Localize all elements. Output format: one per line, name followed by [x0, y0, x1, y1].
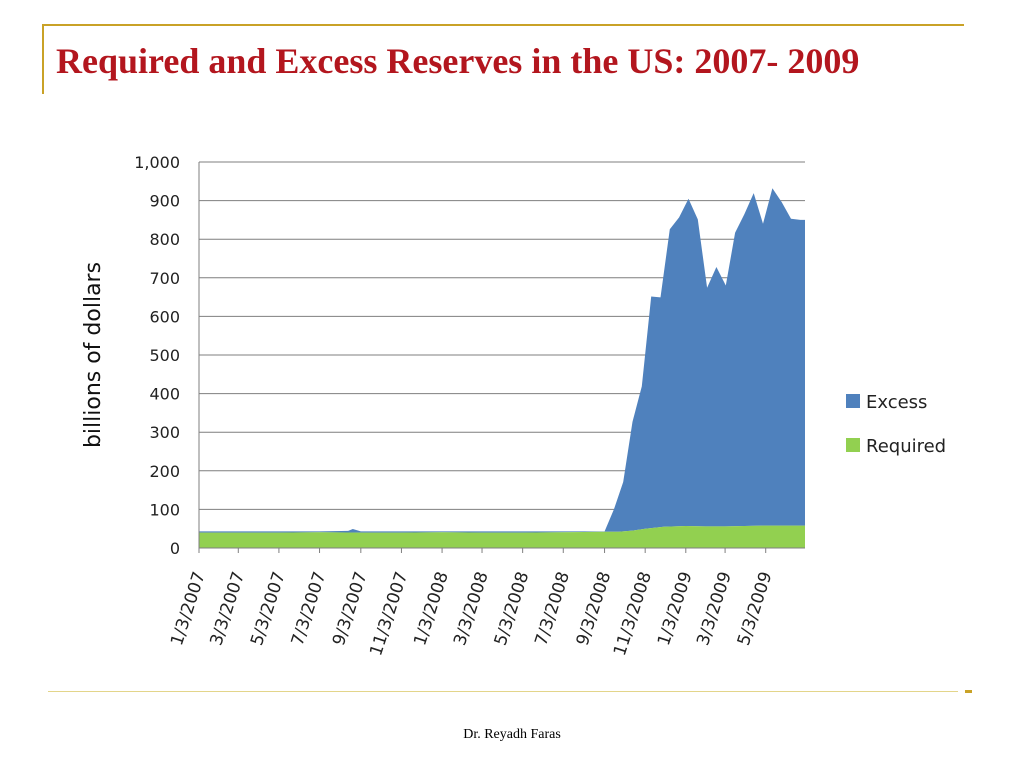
y-tick-label: 500 — [149, 346, 180, 365]
reserves-chart: 0 100 200 300 400 500 600 700 800 900 1,000 1/3/20… — [81, 153, 946, 658]
y-tick-label: 300 — [149, 423, 180, 442]
legend-swatch-required — [846, 438, 860, 452]
footer-rule-accent — [965, 690, 972, 693]
y-tick-label: 1,000 — [134, 153, 180, 172]
x-tick-label: 5/3/2009 — [734, 569, 777, 648]
x-tick-label: 3/3/2007 — [206, 569, 249, 648]
title-frame-top-rule — [42, 24, 964, 26]
title-frame-left-rule — [42, 24, 44, 94]
chart-areas — [199, 188, 805, 548]
x-tick-label: 11/3/2007 — [366, 569, 412, 658]
y-tick-label: 700 — [149, 269, 180, 288]
y-tick-label: 800 — [149, 230, 180, 249]
x-tick-label: 5/3/2007 — [247, 569, 290, 648]
footer-rule — [48, 691, 958, 692]
slide-title: Required and Excess Reserves in the US: … — [56, 41, 860, 81]
x-tick-label: 1/3/2009 — [654, 569, 697, 648]
series-required-area — [199, 525, 805, 548]
x-tick-label: 5/3/2008 — [491, 569, 534, 648]
y-tick-label: 400 — [149, 385, 180, 404]
y-axis-label: billions of dollars — [81, 262, 106, 448]
series-excess-area — [199, 188, 805, 533]
x-tick-label: 1/3/2007 — [167, 569, 210, 648]
footer-author: Dr. Reyadh Faras — [463, 727, 561, 742]
x-tick-label: 1/3/2008 — [410, 569, 453, 648]
y-tick-label: 200 — [149, 462, 180, 481]
x-tick-label: 9/3/2007 — [329, 569, 372, 648]
y-tick-label: 0 — [170, 539, 180, 558]
chart-legend: Excess Required — [846, 392, 946, 457]
x-tick-label: 9/3/2008 — [573, 569, 616, 648]
x-tick-label: 11/3/2008 — [610, 569, 656, 658]
x-tick-labels: 1/3/20073/3/20075/3/20077/3/20079/3/2007… — [167, 548, 776, 658]
y-tick-label: 100 — [149, 500, 180, 519]
x-tick-label: 7/3/2008 — [531, 569, 574, 648]
x-tick-label: 3/3/2009 — [693, 569, 736, 648]
x-tick-label: 3/3/2008 — [450, 569, 493, 648]
legend-swatch-excess — [846, 394, 860, 408]
y-tick-labels: 0 100 200 300 400 500 600 700 800 900 1,000 — [134, 153, 180, 558]
legend-label-excess: Excess — [866, 392, 927, 413]
y-tick-label: 600 — [149, 307, 180, 326]
legend-label-required: Required — [866, 436, 946, 457]
x-tick-label: 7/3/2007 — [288, 569, 331, 648]
y-tick-label: 900 — [149, 192, 180, 211]
chart-axes — [198, 162, 805, 549]
